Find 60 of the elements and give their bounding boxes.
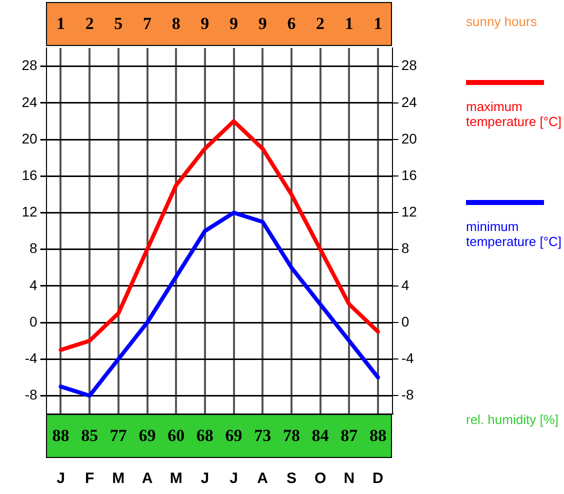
- data-label: 2: [316, 14, 325, 34]
- y2-tick-label: -8: [24, 386, 38, 403]
- data-label: 5: [114, 14, 123, 34]
- x-tick-label: M: [170, 470, 182, 488]
- y2-tick-label: 16: [22, 166, 38, 183]
- x-tick-label: F: [84, 470, 94, 488]
- data-label: 69: [138, 426, 156, 446]
- y-tick-label: 24: [401, 94, 418, 110]
- y2-tick-label: 20: [22, 130, 38, 146]
- data-label: 1: [344, 14, 354, 34]
- data-label: 8: [172, 14, 180, 34]
- y-tick-label: 16: [401, 166, 418, 183]
- x-tick-label: O: [314, 470, 326, 488]
- data-label: 69: [225, 426, 242, 446]
- data-label: 6: [287, 14, 296, 34]
- y-tick-label: -8: [401, 386, 414, 403]
- y-tick-label: 4: [401, 276, 410, 293]
- y-tick-label: 8: [401, 240, 410, 256]
- y-tick-label: 0: [401, 313, 410, 330]
- data-label: 7: [143, 14, 152, 34]
- data-label: 84: [312, 426, 329, 446]
- y-tick-label: 28: [401, 57, 418, 74]
- y2-tick-label: 4: [30, 276, 38, 293]
- data-label: 68: [196, 426, 214, 446]
- legend-label: rel. humidity [%]: [466, 412, 560, 427]
- text: maximum temperature [°C]: [466, 99, 562, 129]
- data-label: 85: [81, 426, 98, 446]
- data-label: 9: [200, 14, 210, 34]
- data-label: 73: [254, 426, 272, 446]
- data-label: 60: [168, 426, 185, 446]
- data-label: 88: [52, 426, 70, 446]
- data-label: 2: [85, 14, 94, 34]
- x-tick-label: A: [142, 470, 153, 488]
- y2-tick-label: 8: [30, 240, 38, 256]
- text: minimum temperature [°C]: [466, 219, 562, 249]
- x-tick-label: J: [200, 470, 210, 488]
- y2-tick-label: 28: [22, 57, 38, 74]
- data-label: 1: [374, 14, 382, 34]
- y-tick-label: 20: [401, 130, 418, 146]
- y-tick-label: -4: [401, 350, 414, 366]
- y2-tick-label: -4: [24, 350, 38, 366]
- x-tick-label: A: [257, 470, 268, 488]
- x-tick-label: J: [230, 470, 238, 488]
- x-tick-label: D: [372, 470, 384, 488]
- data-label: 77: [110, 426, 127, 446]
- y2-tick-label: 24: [22, 94, 38, 110]
- x-tick-label: S: [286, 470, 296, 488]
- data-label: 88: [369, 426, 386, 446]
- x-tick-label: N: [344, 470, 355, 488]
- data-label: 87: [340, 426, 358, 446]
- data-label: 78: [282, 426, 300, 446]
- x-tick-label: J: [56, 470, 65, 488]
- data-label: 1: [56, 14, 65, 34]
- data-label: 9: [230, 14, 238, 34]
- y-tick-label: 12: [401, 204, 418, 220]
- y2-tick-label: 12: [22, 204, 38, 220]
- legend-label: sunny hours: [466, 14, 538, 29]
- y2-tick-label: 0: [30, 313, 38, 330]
- x-tick-label: M: [112, 470, 125, 488]
- data-label: 9: [258, 14, 267, 34]
